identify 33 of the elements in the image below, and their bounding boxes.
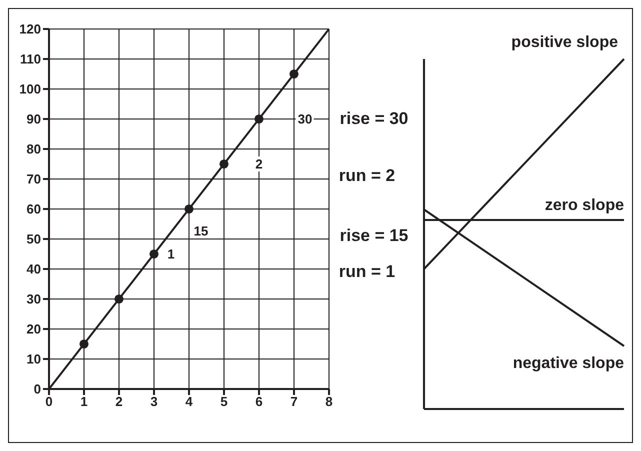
annotation: 2 [253,156,265,172]
x-tick-label: 0 [45,394,53,410]
y-tick-label: 0 [34,382,41,397]
y-tick-label: 60 [26,202,41,217]
x-tick-label: 1 [80,394,88,410]
y-tick-label: 90 [26,112,41,127]
series-label: positive slope [511,34,618,51]
y-tick-label: 20 [26,322,41,337]
y-tick-label: 100 [19,82,41,97]
x-tick-label: 3 [150,394,158,410]
annotation: 1 [165,246,177,262]
x-tick-label: 5 [220,394,228,410]
y-tick-label: 10 [26,352,41,367]
series-label: zero slope [544,197,624,214]
annotation: run = 2 [336,166,398,186]
annotation: 30 [296,112,314,126]
y-tick-label: 120 [19,22,41,37]
series-label: negative slope [512,355,624,372]
annotation: 15 [192,224,210,238]
annotation: run = 1 [336,262,398,282]
y-tick-label: 70 [26,172,41,187]
x-tick-label: 4 [185,394,194,410]
x-tick-label: 7 [290,394,298,410]
x-tick-label: 2 [115,394,123,410]
y-tick-label: 80 [26,142,41,157]
y-tick-label: 40 [26,262,41,277]
y-tick-label: 50 [26,232,41,247]
annotation: rise = 15 [338,226,410,246]
x-tick-label: 8 [325,394,333,410]
y-tick-label: 110 [20,52,41,67]
x-tick-label: 6 [255,394,263,410]
y-tick-label: 30 [26,292,41,307]
annotation: rise = 30 [338,109,410,129]
